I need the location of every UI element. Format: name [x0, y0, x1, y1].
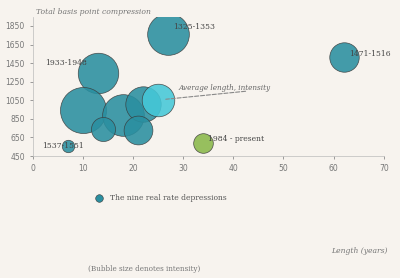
- Point: [120, 113, 126, 117]
- Point: [80, 108, 86, 113]
- Point: [135, 128, 141, 132]
- Text: 1325-1353: 1325-1353: [173, 23, 215, 31]
- Text: Length (years): Length (years): [332, 247, 388, 255]
- Point: [100, 127, 106, 131]
- Point: [155, 98, 161, 102]
- Text: 1933-1948: 1933-1948: [45, 59, 87, 67]
- Point: [95, 71, 101, 76]
- Text: 1537-1551: 1537-1551: [43, 142, 84, 150]
- Point: [64, 144, 71, 148]
- Point: [340, 54, 347, 59]
- Point: [165, 32, 171, 36]
- Text: 1984 - present: 1984 - present: [208, 135, 264, 143]
- Point: [200, 141, 206, 146]
- Point: [140, 102, 146, 106]
- Legend: The nine real rate depressions: The nine real rate depressions: [88, 191, 230, 205]
- Text: (Bubble size denotes intensity): (Bubble size denotes intensity): [88, 265, 200, 273]
- Text: Average length, intensity: Average length, intensity: [178, 84, 270, 92]
- Text: Total basis point compression: Total basis point compression: [36, 8, 151, 16]
- Text: 1471-1516: 1471-1516: [349, 50, 390, 58]
